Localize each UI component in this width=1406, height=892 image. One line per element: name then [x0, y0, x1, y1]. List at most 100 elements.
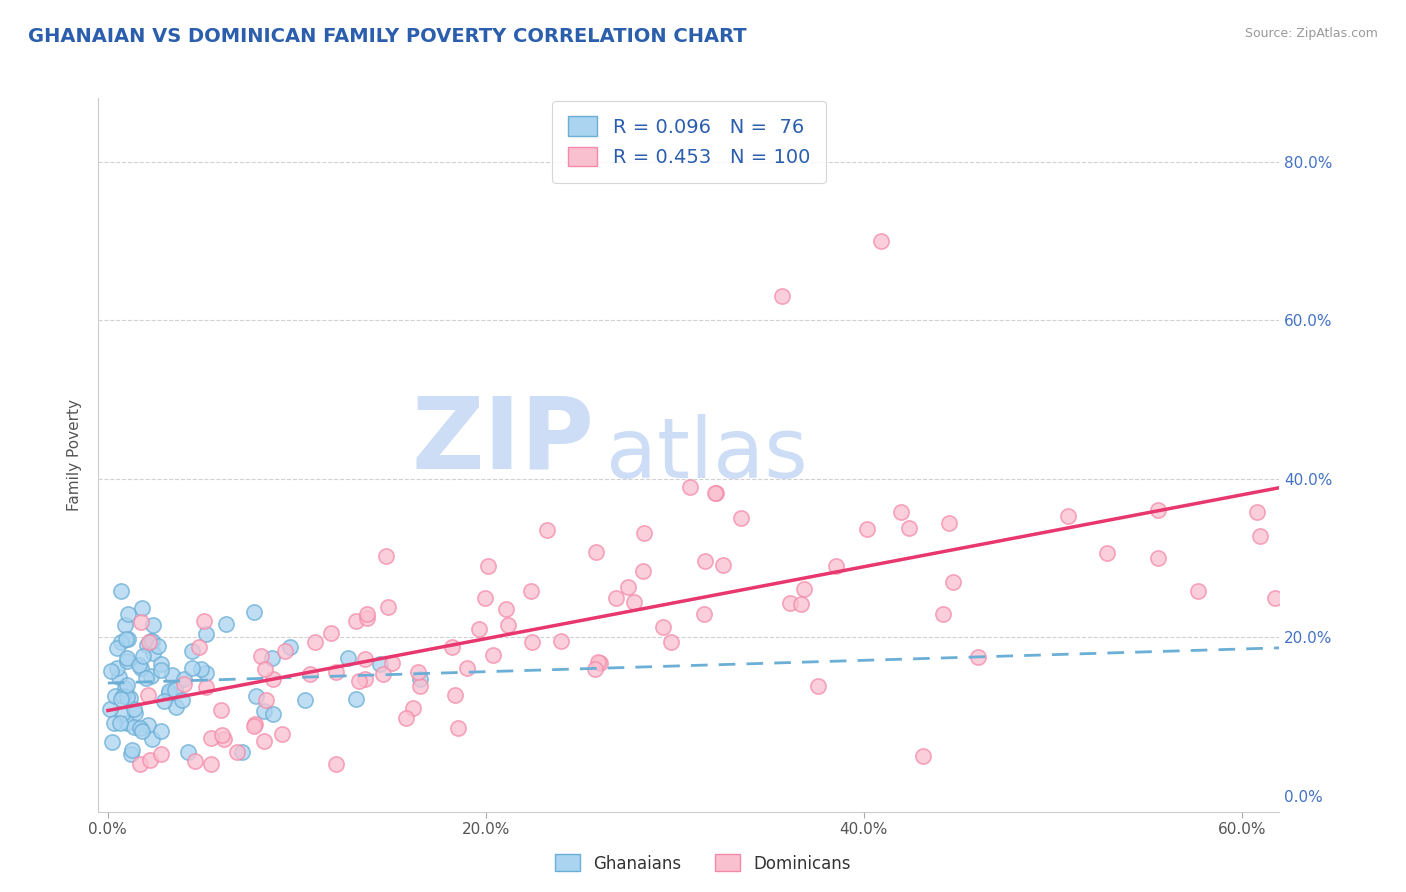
Point — [371, 666, 394, 681]
Point — [496, 617, 519, 632]
Point — [129, 721, 152, 735]
Point — [128, 658, 150, 673]
Point — [617, 580, 640, 594]
Point — [253, 662, 276, 676]
Point — [482, 648, 505, 662]
Point — [142, 617, 165, 632]
Point — [704, 485, 727, 500]
Point — [231, 746, 253, 760]
Point — [105, 660, 128, 674]
Point — [165, 700, 187, 714]
Point — [150, 723, 173, 738]
Point — [103, 716, 125, 731]
Point — [157, 684, 180, 698]
Point — [456, 661, 478, 675]
Point — [262, 673, 284, 687]
Point — [136, 639, 159, 653]
Point — [256, 693, 278, 707]
Point — [131, 724, 153, 739]
Point — [825, 559, 848, 574]
Point — [193, 615, 215, 629]
Point — [115, 677, 138, 691]
Point — [245, 689, 267, 703]
Point — [789, 598, 811, 612]
Point — [117, 632, 139, 646]
Point — [520, 635, 543, 649]
Point — [779, 596, 801, 610]
Point — [262, 707, 284, 722]
Point — [215, 616, 238, 631]
Point — [623, 595, 645, 609]
Point — [1187, 583, 1209, 598]
Point — [1264, 591, 1286, 606]
Point — [183, 754, 205, 768]
Point — [703, 486, 725, 500]
Point — [98, 702, 121, 716]
Text: Source: ZipAtlas.com: Source: ZipAtlas.com — [1244, 27, 1378, 40]
Point — [211, 728, 233, 742]
Point — [110, 635, 132, 649]
Point — [356, 610, 378, 624]
Point — [325, 757, 347, 772]
Point — [693, 607, 716, 622]
Point — [136, 688, 159, 702]
Point — [195, 665, 218, 680]
Point — [441, 640, 464, 655]
Point — [477, 559, 499, 574]
Point — [253, 734, 276, 748]
Point — [337, 651, 360, 665]
Point — [298, 667, 321, 681]
Legend: R = 0.096   N =  76, R = 0.453   N = 100: R = 0.096 N = 76, R = 0.453 N = 100 — [553, 101, 825, 183]
Point — [129, 757, 152, 772]
Point — [115, 632, 138, 647]
Point — [101, 735, 124, 749]
Point — [129, 615, 152, 629]
Point — [180, 661, 202, 675]
Point — [108, 670, 131, 684]
Point — [356, 607, 378, 621]
Point — [173, 672, 195, 686]
Point — [139, 753, 162, 767]
Point — [589, 656, 612, 670]
Point — [243, 718, 266, 732]
Point — [890, 505, 912, 519]
Point — [897, 521, 920, 535]
Point — [111, 706, 134, 721]
Point — [112, 689, 135, 703]
Point — [124, 706, 146, 720]
Point — [138, 718, 160, 732]
Point — [711, 558, 734, 573]
Point — [187, 640, 209, 655]
Point — [243, 605, 266, 619]
Point — [585, 545, 607, 559]
Point — [262, 651, 284, 665]
Point — [321, 626, 343, 640]
Point — [344, 614, 367, 628]
Point — [165, 683, 187, 698]
Point — [793, 582, 815, 596]
Point — [1249, 529, 1271, 543]
Point — [141, 634, 163, 648]
Text: atlas: atlas — [606, 415, 808, 495]
Point — [1057, 508, 1080, 523]
Point — [104, 689, 127, 703]
Point — [162, 668, 184, 682]
Point — [108, 715, 131, 730]
Point — [770, 289, 793, 303]
Point — [135, 671, 157, 685]
Point — [138, 634, 160, 648]
Point — [474, 591, 496, 605]
Point — [375, 549, 398, 564]
Point — [152, 694, 174, 708]
Point — [115, 651, 138, 665]
Point — [122, 720, 145, 734]
Point — [932, 607, 955, 621]
Point — [121, 743, 143, 757]
Point — [150, 663, 173, 677]
Point — [115, 715, 138, 730]
Point — [406, 665, 429, 680]
Text: ZIP: ZIP — [412, 392, 595, 489]
Point — [443, 688, 465, 702]
Point — [679, 480, 702, 494]
Point — [110, 692, 132, 706]
